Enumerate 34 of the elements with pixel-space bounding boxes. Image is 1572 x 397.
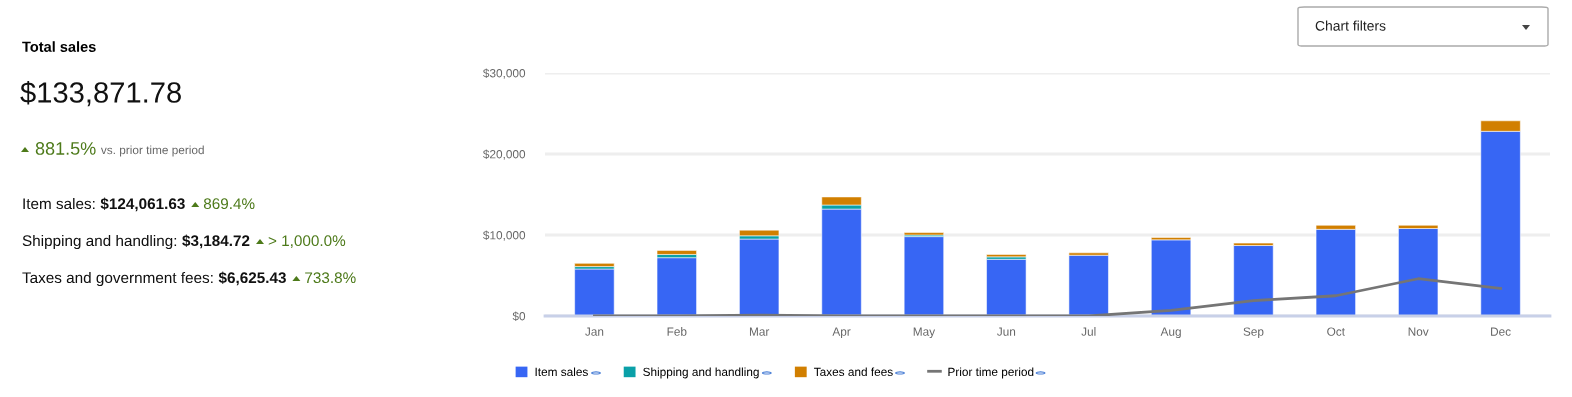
legend-label: Taxes and fees [814, 367, 893, 377]
x-tick-label: Jan [585, 327, 604, 336]
text: 733.8% [305, 272, 356, 284]
text: vs. prior time period [100, 145, 204, 157]
text: 869.4% [203, 198, 255, 210]
x-tick-label: Sep [1243, 327, 1264, 339]
x-tick-label: Jul [1081, 327, 1096, 336]
legend-label: Shipping and handling [643, 367, 759, 379]
legend-label: Item sales [535, 367, 588, 377]
y-tick-label: $10,000 [483, 230, 526, 241]
x-tick-label: May [913, 327, 936, 339]
text: $6,625.43 [218, 271, 286, 286]
x-tick-label: Mar [749, 327, 770, 336]
y-tick-label: $30,000 [483, 68, 526, 79]
text: $133,871.78 [20, 80, 181, 107]
text: Taxes and government fees: [22, 271, 213, 287]
x-tick-label: Feb [667, 327, 687, 336]
x-tick-label: Jun [996, 327, 1016, 336]
y-tick-label: $0 [512, 311, 526, 322]
text: Shipping and handling: [22, 234, 177, 250]
x-tick-label: Dec [1491, 327, 1511, 336]
x-tick-label: Oct [1327, 327, 1345, 336]
text: Item sales: [23, 197, 95, 210]
text: > 1,000.0% [268, 235, 346, 248]
x-tick-label: Aug [1160, 327, 1181, 339]
text: $3,184.72 [182, 234, 250, 249]
text: 881.5% [35, 142, 96, 155]
y-tick-label: $20,000 [483, 149, 526, 160]
legend-label: Prior time period [948, 367, 1034, 379]
text: Chart filters [1315, 20, 1386, 31]
text: Total sales [22, 41, 96, 52]
x-tick-label: Apr [832, 327, 851, 339]
x-tick-label: Nov [1408, 327, 1429, 336]
text: $124,061.63 [100, 197, 185, 212]
